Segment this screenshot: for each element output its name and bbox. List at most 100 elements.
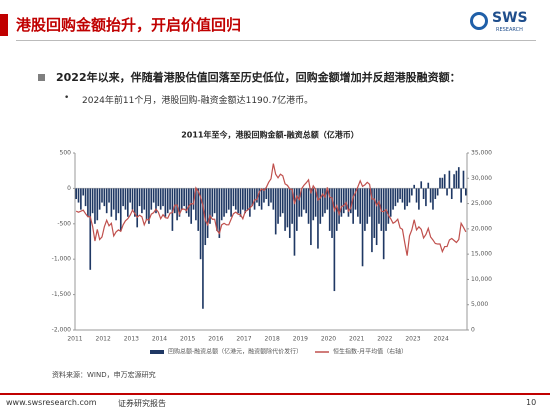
bar [218,188,221,238]
bar [96,188,99,221]
bar [234,188,237,210]
bar [324,188,326,214]
bar [112,188,115,210]
bar [105,188,108,214]
bar [178,188,181,217]
bar [141,188,143,214]
bar [354,188,357,210]
bar [244,188,247,214]
bar [164,188,167,217]
bar [422,188,425,200]
footer-rule [0,393,550,395]
bar [284,188,286,231]
bar [295,188,298,231]
bar [89,188,92,270]
x-tick-label: 2019 [293,336,308,343]
bar [199,188,202,260]
chart: 2011年至今，港股回购金额-融资总额（亿港币） -2,000 -1,500 -1,… [52,130,493,356]
bullet-mark [38,74,45,81]
y-tick-label: 0 [67,185,71,192]
bar [429,188,432,203]
bar [145,188,148,221]
logo: SWS [492,10,528,26]
sub-bullet: 2024年前11个月，港股回购-融资金额达1190.7亿港币。 [82,96,314,106]
bar [340,188,343,217]
bar [197,188,200,231]
bar [98,188,101,210]
bar [115,188,117,221]
bar [267,188,270,207]
bar [373,188,376,238]
bar [338,188,340,224]
slide-title: 港股回购金额抬升，开启价值回归 [16,16,242,34]
bar [319,188,322,224]
chart-title: 2011年至今，港股回购金额-融资总额（亿港币） [181,130,359,140]
bar [335,188,338,231]
x-tick-label: 2016 [208,336,223,343]
bar [415,188,418,203]
bar [286,188,289,228]
bar [382,188,385,260]
bar [260,188,263,210]
x-tick-label: 2022 [377,336,392,343]
bar [453,174,455,189]
sub-bullet-mark: • [64,93,70,103]
bar [77,188,80,203]
bar [249,188,251,217]
legend-label: 回购总额-融资总额（亿港元，融资额除代价发行） [168,348,302,356]
bar [446,188,448,196]
bar [418,188,420,210]
bar [223,188,225,217]
bar [300,188,303,217]
bar [305,188,308,214]
bar [82,188,85,196]
bar [389,188,392,217]
bar [232,188,235,207]
y-tick-label: 500 [60,150,72,157]
bar [230,188,232,217]
y-tick-label: -2,000 [52,327,72,334]
bar [303,188,305,210]
bar [263,188,265,203]
bar [110,188,113,217]
bar [366,188,369,224]
bar [173,188,176,214]
bar [460,188,462,203]
bar [272,188,275,210]
y-tick-label: -1,000 [52,256,72,263]
bar [101,188,103,203]
bar [180,188,183,210]
bar [434,188,437,200]
bar [394,188,397,207]
bar [364,188,366,231]
bar [195,188,197,221]
bar [321,188,324,217]
legend-swatch [150,350,164,354]
y2-tick-label: 35,000 [471,150,492,157]
bar [192,188,195,210]
bar [413,184,416,189]
bar [159,188,162,210]
bar [103,188,106,207]
y2-tick-label: 25,000 [471,200,492,207]
bar [465,188,467,196]
bar [258,188,261,207]
bar [94,188,96,224]
bar [216,188,218,231]
x-tick-label: 2021 [349,336,364,343]
legend-label: 恒生指数-月平均值（右轴） [333,348,407,356]
x-tick-label: 2017 [236,336,251,343]
bar [134,188,136,217]
bar [396,188,399,203]
line [75,163,467,256]
bar [347,188,350,217]
y2-tick-label: 10,000 [471,276,492,283]
bar [411,188,413,196]
x-tick-label: 2020 [321,336,336,343]
x-tick-label: 2012 [96,336,111,343]
bar [169,188,171,210]
x-tick-label: 2013 [124,336,139,343]
bullet: 2022年以来，伴随着港股估值回落至历史低位，回购金额增加并反超港股融资额： [56,71,461,84]
bar [427,182,430,189]
